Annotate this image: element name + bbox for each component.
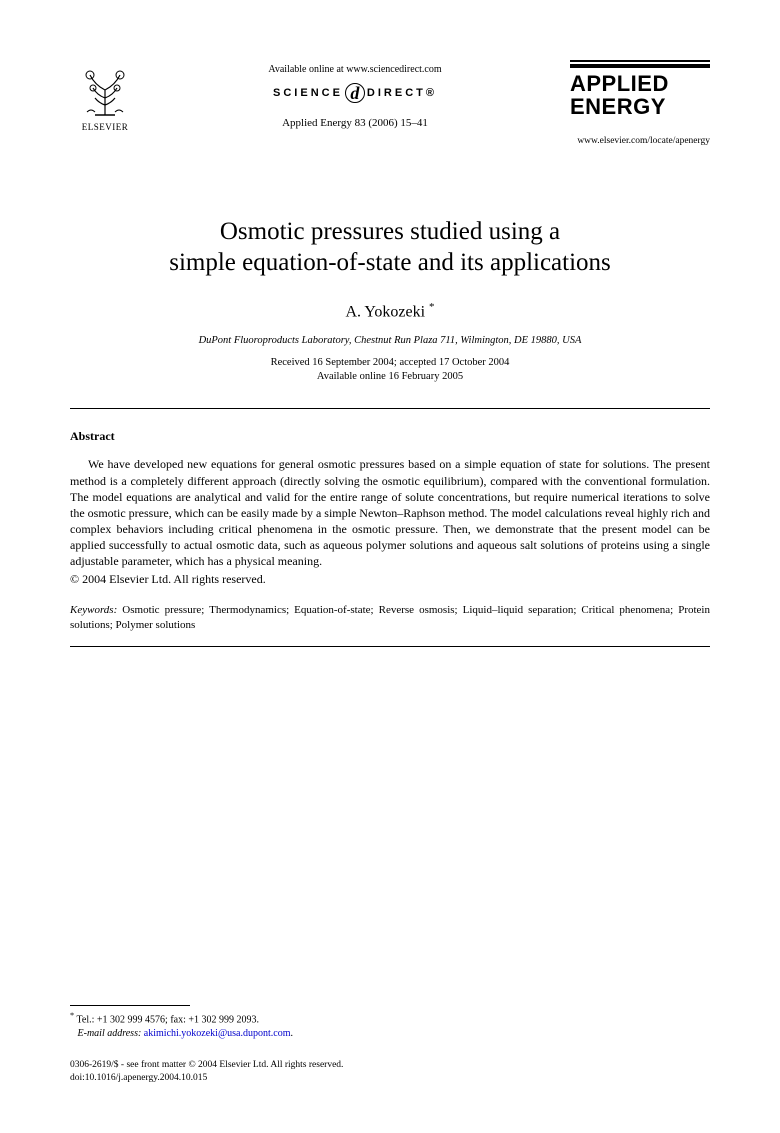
frontmatter: 0306-2619/$ - see front matter © 2004 El… <box>70 1059 710 1085</box>
journal-box: APPLIED ENERGY www.elsevier.com/locate/a… <box>570 60 710 146</box>
keywords-text: Osmotic pressure; Thermodynamics; Equati… <box>70 604 710 631</box>
abstract-body: We have developed new equations for gene… <box>70 456 710 569</box>
sd-left: SCIENCE <box>273 87 343 99</box>
frontmatter-line1: 0306-2619/$ - see front matter © 2004 El… <box>70 1060 343 1070</box>
journal-line2: ENERGY <box>570 95 710 118</box>
footer-block: * Tel.: +1 302 999 4576; fax: +1 302 999… <box>70 1005 710 1085</box>
abstract-heading: Abstract <box>70 429 710 444</box>
publisher-logo: ELSEVIER <box>70 60 140 132</box>
journal-rule-thin <box>570 60 710 62</box>
journal-name: APPLIED ENERGY <box>570 72 710 118</box>
frontmatter-line2: doi:10.1016/j.apenergy.2004.10.015 <box>70 1073 207 1083</box>
dates-line2: Available online 16 February 2005 <box>317 371 463 382</box>
available-online-text: Available online at www.sciencedirect.co… <box>140 64 570 75</box>
science-direct-logo: SCIENCEdDIRECT® <box>140 83 570 103</box>
rule-before-abstract <box>70 408 710 409</box>
footnote: * Tel.: +1 302 999 4576; fax: +1 302 999… <box>70 1010 710 1041</box>
affiliation: DuPont Fluoroproducts Laboratory, Chestn… <box>70 335 710 346</box>
center-header: Available online at www.sciencedirect.co… <box>140 60 570 129</box>
keywords-label: Keywords: <box>70 604 117 616</box>
rule-after-keywords <box>70 646 710 647</box>
journal-line1: APPLIED <box>570 72 710 95</box>
footnote-contact: Tel.: +1 302 999 4576; fax: +1 302 999 2… <box>74 1014 259 1025</box>
article-dates: Received 16 September 2004; accepted 17 … <box>70 356 710 384</box>
sd-at-icon: d <box>345 83 365 103</box>
author-line: A. Yokozeki * <box>70 301 710 321</box>
journal-url[interactable]: www.elsevier.com/locate/apenergy <box>570 136 710 146</box>
article-title: Osmotic pressures studied using a simple… <box>70 216 710 279</box>
citation-text: Applied Energy 83 (2006) 15–41 <box>140 117 570 129</box>
keywords: Keywords: Osmotic pressure; Thermodynami… <box>70 603 710 633</box>
email-link[interactable]: akimichi.yokozeki@usa.dupont.com <box>144 1028 291 1039</box>
title-line1: Osmotic pressures studied using a <box>220 218 560 245</box>
journal-rule-thick <box>570 64 710 68</box>
copyright-line: © 2004 Elsevier Ltd. All rights reserved… <box>70 572 710 587</box>
header-row: ELSEVIER Available online at www.science… <box>70 60 710 146</box>
email-label: E-mail address: <box>78 1028 142 1039</box>
sd-right: DIRECT® <box>367 87 437 99</box>
elsevier-tree-icon <box>75 60 135 120</box>
author-name: A. Yokozeki <box>345 303 425 320</box>
title-line2: simple equation-of-state and its applica… <box>169 249 611 276</box>
dates-line1: Received 16 September 2004; accepted 17 … <box>271 357 510 368</box>
footnote-rule <box>70 1005 190 1006</box>
author-mark: * <box>429 301 435 313</box>
publisher-name: ELSEVIER <box>70 122 140 132</box>
